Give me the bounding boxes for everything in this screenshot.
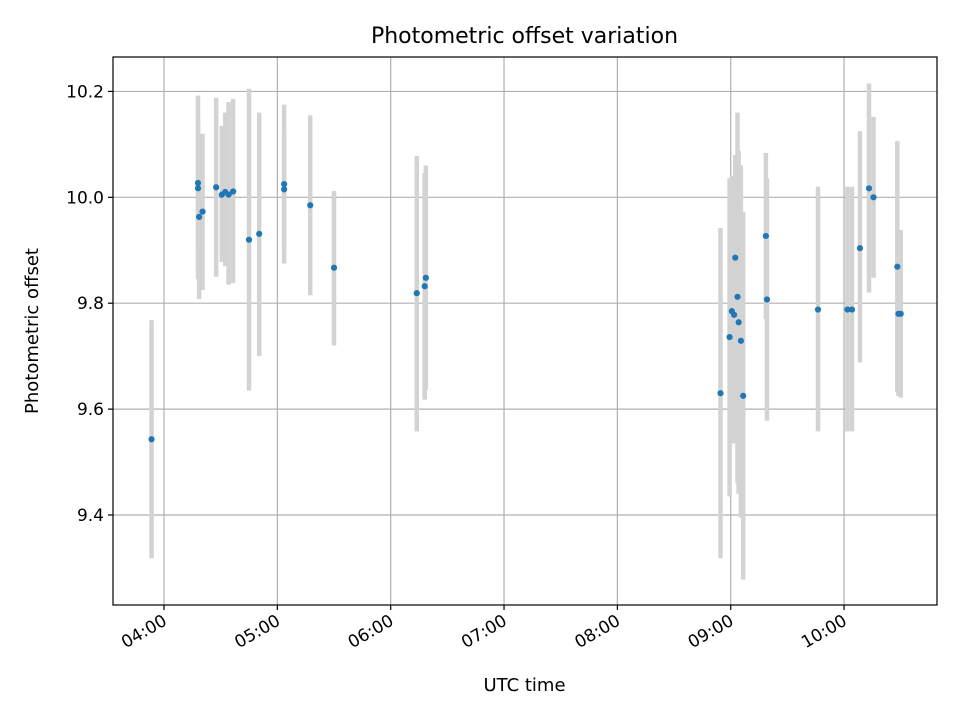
y-tick-label-4: 10.2 (66, 82, 104, 102)
y-axis-ticks: 9.4 9.6 9.8 10.0 10.2 (66, 82, 113, 526)
x-tick-label-1: 05:00 (231, 611, 283, 653)
x-tick-label-5: 09:00 (685, 611, 737, 653)
data-point-0 (148, 436, 155, 443)
data-point-31 (844, 306, 851, 313)
data-point-13 (281, 186, 288, 193)
x-tick-label-6: 10:00 (798, 611, 850, 653)
error-bars (149, 83, 903, 580)
x-axis-ticks: 04:00 05:00 06:00 07:00 08:00 09:00 10:00 (118, 605, 851, 653)
data-point-17 (421, 283, 428, 290)
data-point-10 (245, 236, 253, 243)
x-tick-label-3: 07:00 (458, 611, 510, 653)
x-axis-label: UTC time (483, 675, 565, 696)
data-point-1 (194, 179, 202, 187)
plot-frame (112, 56, 938, 606)
data-points (148, 179, 904, 443)
data-point-20 (726, 333, 733, 341)
data-point-5 (213, 184, 220, 191)
data-point-34 (865, 185, 873, 192)
y-tick-label-3: 10.0 (66, 188, 104, 208)
data-point-35 (870, 194, 877, 201)
data-point-29 (763, 296, 771, 303)
chart-title: Photometric offset variation (371, 24, 678, 49)
grid-lines (113, 57, 937, 605)
data-point-26 (737, 337, 745, 344)
data-point-32 (848, 306, 856, 313)
data-point-12 (281, 180, 288, 188)
data-point-25 (735, 319, 742, 326)
data-point-23 (732, 254, 739, 261)
data-point-28 (762, 232, 769, 240)
data-point-15 (330, 264, 338, 271)
data-point-11 (256, 230, 263, 237)
data-point-2 (194, 185, 202, 192)
x-tick-label-2: 06:00 (345, 611, 397, 653)
x-tick-label-4: 08:00 (571, 611, 623, 653)
y-tick-label-1: 9.6 (77, 400, 104, 420)
y-tick-label-2: 9.8 (77, 294, 104, 314)
data-point-3 (196, 213, 203, 220)
data-point-36 (894, 263, 901, 270)
data-point-18 (422, 274, 429, 281)
y-tick-label-0: 9.4 (77, 506, 104, 526)
data-point-14 (307, 202, 314, 209)
data-point-16 (413, 290, 420, 297)
data-point-19 (717, 390, 724, 397)
y-axis-label: Photometric offset (22, 248, 43, 414)
data-point-38 (897, 310, 904, 317)
data-point-22 (731, 311, 738, 318)
data-point-24 (734, 293, 741, 300)
data-point-33 (856, 245, 864, 252)
data-point-8 (225, 191, 232, 198)
data-point-4 (199, 208, 206, 215)
data-point-30 (814, 306, 822, 313)
data-point-9 (230, 188, 237, 195)
data-point-27 (740, 392, 747, 399)
x-tick-label-0: 04:00 (118, 611, 170, 653)
